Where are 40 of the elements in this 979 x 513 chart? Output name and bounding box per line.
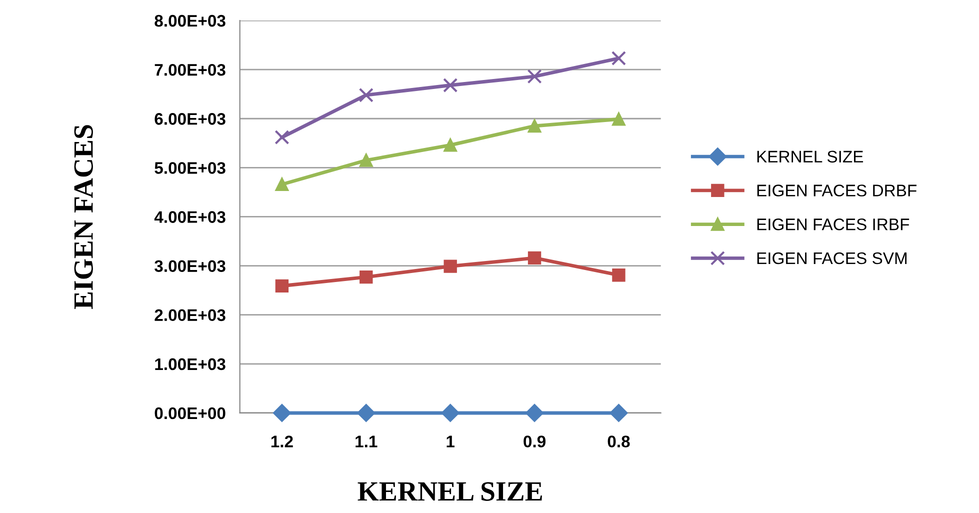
- y-tick-label: 3.00E+03: [154, 260, 226, 272]
- point: [612, 268, 626, 282]
- x-tick-label: 1: [446, 436, 455, 448]
- point: [357, 404, 376, 422]
- x-tick-label: 1.2: [271, 436, 293, 448]
- point: [274, 130, 290, 145]
- point: [360, 270, 373, 284]
- point: [610, 404, 628, 422]
- point: [526, 404, 544, 422]
- point: [275, 279, 289, 293]
- legend-label: EIGEN FACES DRBF: [757, 184, 916, 196]
- point: [275, 178, 289, 191]
- legend-label: EIGEN FACES SVM: [757, 252, 907, 264]
- point: [273, 404, 291, 422]
- point: [528, 251, 542, 265]
- point: [358, 88, 374, 102]
- point: [441, 404, 460, 422]
- x-axis-title: KERNEL SIZE: [358, 482, 542, 501]
- y-tick-label: 5.00E+03: [154, 162, 226, 174]
- y-tick-label: 8.00E+03: [154, 14, 226, 27]
- y-tick-label: 2.00E+03: [154, 309, 226, 322]
- legend-label: EIGEN FACES IRBF: [757, 218, 910, 230]
- y-tick-label: 1.00E+03: [155, 358, 226, 370]
- point: [444, 138, 457, 152]
- legend-label: KERNEL SIZE: [757, 150, 864, 163]
- point: [611, 51, 626, 66]
- y-axis-title: EIGEN FACES: [74, 125, 93, 310]
- y-tick-label: 6.00E+03: [154, 113, 226, 125]
- y-tick-label: 7.00E+03: [154, 64, 226, 76]
- point: [528, 119, 542, 133]
- point: [527, 69, 542, 84]
- point: [360, 154, 373, 167]
- y-tick-label: 0.00E+00: [154, 407, 226, 420]
- point: [444, 260, 457, 273]
- x-tick-label: 0.8: [608, 436, 630, 448]
- point: [612, 112, 626, 126]
- point: [443, 78, 458, 93]
- x-tick-label: 1.1: [356, 436, 378, 448]
- y-tick-label: 4.00E+03: [154, 211, 226, 223]
- x-tick-label: 0.9: [524, 436, 546, 448]
